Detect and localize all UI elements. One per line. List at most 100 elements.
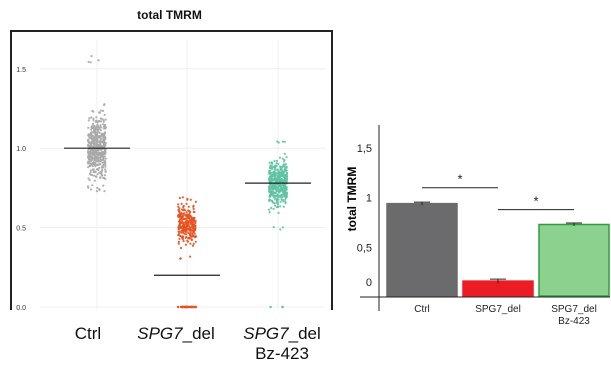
data-point — [92, 126, 95, 130]
data-point — [269, 186, 272, 189]
data-point — [95, 168, 98, 171]
data-point-zero — [181, 305, 184, 309]
data-point — [281, 189, 284, 192]
data-point — [90, 155, 93, 158]
data-point — [188, 220, 191, 223]
data-point — [191, 244, 195, 247]
data-point — [190, 238, 193, 241]
scatter-y-ticks: 0.0 0.5 1.0 1.5 — [16, 67, 26, 310]
data-point — [180, 231, 183, 234]
data-point — [270, 161, 273, 164]
data-point — [97, 119, 101, 123]
data-point — [273, 159, 276, 163]
data-point — [182, 217, 185, 221]
data-point — [182, 228, 185, 231]
data-point — [87, 60, 90, 64]
data-point — [95, 126, 98, 129]
data-point — [269, 188, 272, 191]
data-point — [102, 158, 105, 162]
data-point — [102, 176, 105, 180]
data-point — [88, 117, 91, 120]
data-point — [281, 140, 284, 143]
data-point — [98, 111, 101, 114]
data-point — [271, 186, 274, 189]
data-point — [104, 165, 107, 168]
data-point — [97, 153, 101, 157]
data-point — [178, 227, 181, 230]
data-point — [98, 143, 102, 146]
data-point — [187, 213, 191, 216]
scatter-frame — [10, 30, 333, 310]
data-point — [280, 173, 283, 176]
data-point — [193, 222, 196, 225]
bar-y-tick-label: 0,5 — [357, 242, 372, 254]
data-point — [96, 128, 100, 131]
data-point — [194, 219, 197, 223]
data-point — [182, 205, 185, 209]
data-point — [177, 240, 180, 243]
data-point — [277, 211, 280, 214]
data-point — [275, 198, 278, 201]
data-point — [89, 148, 92, 151]
data-point — [92, 119, 95, 122]
data-point — [284, 202, 287, 205]
data-point — [102, 153, 105, 156]
data-point — [192, 228, 195, 231]
data-point — [101, 109, 105, 112]
data-point — [282, 200, 285, 203]
data-point — [103, 132, 107, 135]
data-point — [181, 196, 184, 199]
data-point — [189, 242, 192, 245]
data-point — [192, 219, 195, 222]
data-point — [88, 165, 91, 168]
data-point — [100, 166, 103, 169]
bar-y-ticks: 0 0,5 1 1,5 — [357, 143, 372, 289]
data-point — [99, 109, 102, 112]
data-point — [192, 205, 195, 208]
scatter-y-tick-label: 1.5 — [16, 67, 26, 74]
data-point — [100, 174, 103, 177]
data-point — [273, 192, 276, 195]
data-point — [104, 151, 107, 154]
data-point — [99, 156, 102, 159]
data-point — [103, 142, 106, 145]
data-point — [277, 171, 280, 174]
data-point — [274, 194, 277, 197]
data-point — [282, 164, 285, 167]
data-point — [87, 140, 90, 143]
data-point — [94, 131, 97, 134]
bar-x-label: Ctrl — [414, 304, 430, 315]
data-point — [184, 209, 187, 212]
data-point — [179, 235, 182, 238]
data-point-zero — [176, 305, 180, 309]
data-point — [89, 188, 93, 191]
data-point — [94, 154, 97, 158]
bar — [538, 223, 610, 297]
data-point — [191, 222, 194, 225]
data-point — [98, 166, 101, 169]
data-point — [95, 138, 99, 141]
data-point — [99, 139, 102, 142]
data-point — [275, 162, 278, 165]
data-point — [101, 117, 104, 121]
data-point — [88, 178, 91, 182]
data-point — [89, 141, 92, 144]
data-point — [87, 126, 90, 129]
data-point — [92, 136, 95, 140]
data-point — [177, 214, 180, 217]
scatter-points — [86, 55, 289, 309]
data-point — [281, 226, 284, 229]
data-point — [92, 123, 95, 126]
data-point — [186, 240, 190, 243]
data-point — [187, 224, 190, 227]
data-point — [91, 125, 94, 128]
data-point — [91, 131, 94, 134]
data-point — [276, 183, 279, 186]
data-point — [102, 125, 106, 128]
data-point — [94, 135, 97, 138]
data-point — [280, 198, 283, 201]
data-point — [95, 141, 98, 144]
bar-y-tick-label: 0 — [366, 277, 372, 289]
data-point — [99, 136, 102, 140]
